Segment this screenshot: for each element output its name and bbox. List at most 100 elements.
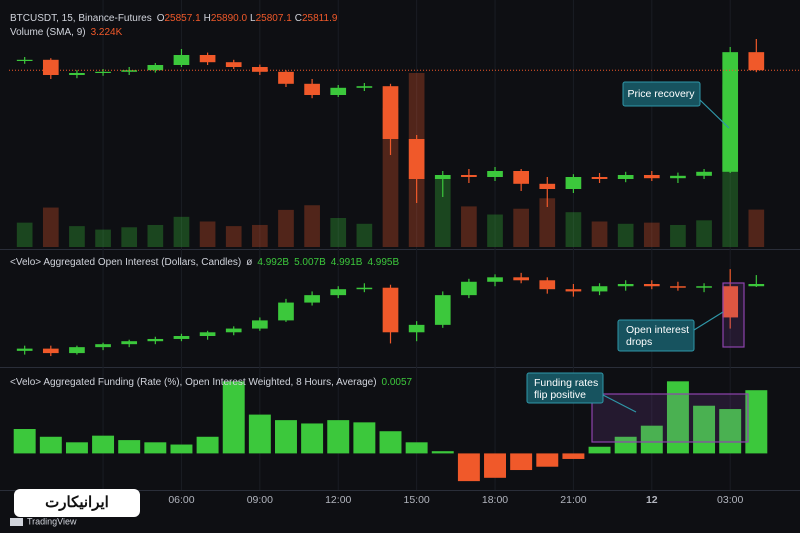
candle-body (434, 175, 451, 179)
volume-bar (565, 212, 582, 247)
candle-body (434, 295, 451, 325)
candle-body (461, 281, 477, 296)
bar (144, 442, 167, 454)
candle-body (748, 52, 765, 71)
callout-box (617, 319, 695, 352)
volume-bar (95, 229, 111, 247)
candle-body (565, 177, 582, 189)
legend-title: Volume (SMA, 9) (10, 27, 86, 38)
legend-value: 4.992B (257, 257, 289, 268)
volume-bar (330, 218, 347, 247)
bar (666, 381, 689, 454)
bar (248, 414, 271, 454)
candle-body (252, 67, 268, 72)
candle-body (513, 171, 529, 184)
candle-body (513, 277, 529, 281)
bar (640, 425, 663, 454)
candle-body (225, 62, 242, 67)
candle-body (643, 175, 660, 179)
candle-body (591, 177, 608, 179)
legend: <Velo> Aggregated Open Interest (Dollars… (10, 257, 399, 268)
bar (562, 453, 585, 459)
candle-body (16, 348, 33, 351)
volume-bar (69, 226, 85, 247)
volume-bar (356, 223, 373, 247)
candle-body (304, 295, 320, 303)
legend-key: L (250, 13, 256, 24)
annotations: Price recovery Open interest drops Fundi… (10, 13, 749, 443)
legend: <Velo> Aggregated Funding (Rate (%), Ope… (10, 377, 413, 388)
callout-text: Price recovery (627, 88, 695, 100)
candle-body (304, 83, 320, 95)
candle-body (199, 55, 216, 63)
bar (92, 435, 115, 454)
candle-body (356, 287, 373, 290)
candle-body (69, 73, 85, 75)
x-tick-label: 12:00 (325, 494, 351, 506)
candle-body (696, 171, 712, 176)
candle-body (121, 341, 138, 345)
callout-box (622, 81, 701, 107)
legend: BTCUSDT, 15, Binance-Futures O25857.1 H258… (10, 13, 338, 24)
candle-body (408, 139, 425, 179)
legend-value: 5.007B (294, 257, 326, 268)
logo: ایرانیکارت TradingView (10, 489, 140, 526)
volume-bar (696, 220, 712, 247)
volume-bar (643, 222, 660, 247)
candle-body (696, 286, 712, 288)
bar (65, 442, 88, 454)
highlight-box (722, 282, 745, 348)
candle-body (252, 320, 268, 329)
volume-bar (304, 205, 320, 247)
candle-body (278, 71, 294, 84)
legend-title: <Velo> Aggregated Open Interest (Dollars… (10, 257, 241, 268)
candle-body (722, 286, 739, 318)
volume-bar (252, 224, 268, 247)
callout-pointer (602, 394, 637, 413)
candle-body (95, 71, 111, 73)
volume-bar (617, 223, 634, 247)
legend-value: 25807.1 (256, 13, 293, 24)
callout-box (526, 372, 604, 404)
x-tick-label: 12 (646, 494, 658, 506)
callout-text: drops (626, 336, 652, 348)
candle-body (382, 287, 399, 333)
volume-bar (434, 177, 451, 247)
candle-body (121, 70, 138, 72)
marks (9, 39, 800, 482)
candle-body (539, 183, 556, 189)
volume-bar (487, 214, 503, 247)
candle-body (173, 336, 190, 339)
bar (353, 422, 376, 454)
bar (745, 390, 768, 454)
candle-body (16, 59, 33, 61)
x-tick-label: 15:00 (403, 494, 429, 506)
volume-bar (461, 206, 477, 247)
candle-body (330, 87, 347, 95)
candle-body (643, 284, 660, 287)
candle-body (95, 344, 111, 348)
candle-body (539, 280, 556, 290)
legend-value: 25890.0 (211, 13, 248, 24)
candle-body (565, 289, 582, 292)
volume-bar (591, 221, 608, 247)
legend: Volume (SMA, 9) 3.224K (10, 27, 123, 38)
callout-text: Funding rates (534, 377, 598, 389)
volume-bar (199, 221, 216, 247)
candle-body (617, 175, 634, 179)
candle-body (487, 171, 503, 177)
bar (510, 453, 533, 471)
candle-body (722, 52, 739, 172)
bar (484, 453, 506, 478)
bar (118, 440, 141, 454)
bar (301, 423, 324, 454)
volume-bar (42, 207, 59, 247)
candle-body (147, 338, 164, 342)
bar (13, 429, 36, 454)
legend-value: 4.991B (331, 257, 363, 268)
candle-body (42, 348, 59, 354)
bar (275, 420, 297, 454)
callout-text: flip positive (534, 389, 586, 401)
x-tick-label: 09:00 (247, 494, 273, 506)
